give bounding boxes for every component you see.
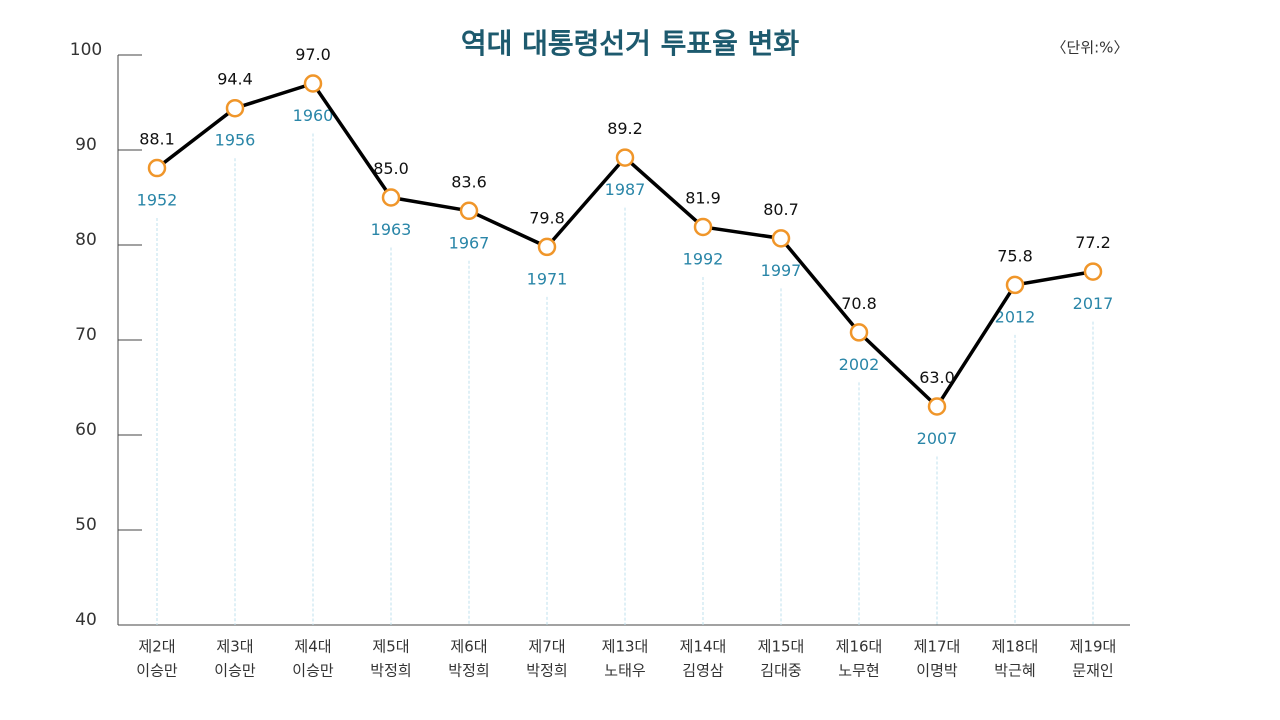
value-label: 77.2: [1075, 233, 1111, 252]
candidate-label: 이승만: [292, 662, 334, 680]
value-label: 85.0: [373, 159, 409, 178]
value-label: 75.8: [997, 246, 1033, 265]
x-tick-label: 제17대: [914, 638, 961, 656]
x-tick-label: 제7대: [528, 638, 565, 656]
candidate-label: 박정희: [448, 662, 489, 680]
x-tick-label: 제18대: [992, 638, 1039, 656]
data-point: [849, 323, 869, 342]
x-tick-label: 제19대: [1070, 638, 1117, 656]
x-tick-label: 제6대: [450, 638, 487, 656]
value-label: 70.8: [841, 294, 877, 313]
x-tick-label: 제2대: [138, 638, 175, 656]
value-label: 88.1: [139, 130, 175, 149]
value-label: 81.9: [685, 188, 721, 207]
year-label: 1971: [527, 269, 568, 288]
year-label: 2007: [917, 429, 958, 448]
y-tick-label: 100: [70, 40, 102, 60]
x-tick-label: 제15대: [758, 638, 805, 656]
chart-title: 역대 대통령선거 투표율 변화: [461, 27, 800, 60]
x-tick-label: 제3대: [216, 638, 253, 656]
y-tick-label: 60: [75, 420, 97, 440]
y-tick-label: 50: [75, 515, 97, 535]
data-point: [1083, 262, 1103, 281]
candidate-label: 김영삼: [682, 662, 724, 680]
year-label: 2017: [1073, 294, 1114, 313]
year-label: 1956: [215, 131, 256, 150]
data-point: [1005, 275, 1025, 295]
unit-note: 〈단위:%〉: [1052, 39, 1129, 57]
x-tick-label: 제5대: [372, 638, 409, 656]
y-tick-label: 80: [75, 230, 97, 250]
candidate-label: 이승만: [136, 662, 178, 680]
data-point: [537, 237, 557, 257]
candidate-label: 노태우: [604, 662, 646, 680]
value-label: 89.2: [607, 119, 643, 138]
data-point: [771, 229, 791, 248]
data-point: [693, 217, 713, 237]
x-tick-label: 제4대: [294, 638, 331, 656]
year-label: 1997: [761, 261, 802, 280]
data-point: [147, 158, 167, 178]
x-tick-label: 제16대: [836, 638, 883, 656]
year-label: 2012: [995, 307, 1036, 326]
year-label: 1992: [683, 249, 724, 268]
data-point: [927, 397, 947, 416]
year-label: 1967: [449, 233, 490, 252]
data-point: [381, 188, 401, 207]
value-label: 97.0: [295, 45, 331, 64]
value-label: 94.4: [217, 70, 253, 89]
year-label: 1963: [371, 220, 412, 239]
data-point: [459, 201, 479, 221]
candidate-label: 박정희: [370, 662, 411, 680]
value-label: 80.7: [763, 200, 799, 219]
candidate-label: 이승만: [214, 662, 256, 680]
candidate-label: 김대중: [760, 662, 801, 680]
candidate-label: 문재인: [1072, 662, 1113, 680]
year-label: 1952: [137, 191, 178, 210]
data-point: [615, 148, 635, 167]
y-tick-label: 40: [75, 610, 97, 630]
y-tick-label: 90: [75, 135, 97, 155]
value-label: 63.0: [919, 368, 955, 387]
data-point: [225, 98, 245, 118]
candidate-label: 노무현: [838, 662, 879, 680]
x-tick-label: 제13대: [602, 638, 649, 656]
y-tick-label: 70: [75, 325, 97, 345]
year-label: 1960: [293, 106, 334, 125]
x-tick-label: 제14대: [680, 638, 727, 656]
year-label: 1987: [605, 180, 646, 199]
value-label: 79.8: [529, 208, 565, 227]
candidate-label: 박근혜: [994, 662, 1035, 680]
value-label: 83.6: [451, 172, 487, 191]
data-point: [303, 74, 323, 93]
year-label: 2002: [839, 355, 880, 374]
candidate-label: 이명박: [916, 662, 958, 680]
candidate-label: 박정희: [526, 662, 567, 680]
